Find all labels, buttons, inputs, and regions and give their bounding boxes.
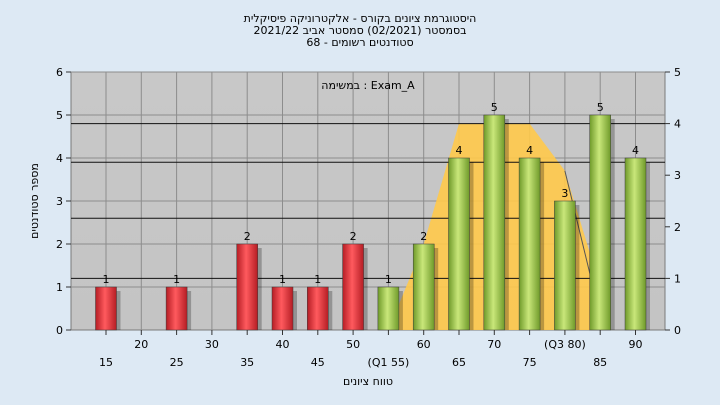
- y-tick-label: 2: [56, 238, 63, 251]
- x-tick-label: 65: [452, 356, 466, 369]
- x-tick-label: 25: [170, 356, 184, 369]
- bar-value-label: 5: [491, 101, 498, 114]
- bar: [95, 286, 117, 331]
- x-tick-label: 35: [240, 356, 254, 369]
- bar-value-label: 2: [244, 230, 251, 243]
- chart-title: היסטוגרמת ציונים בקורס - אלקטרוניקה פיסי…: [244, 12, 477, 25]
- y2-tick-label: 5: [674, 66, 681, 79]
- x-tick-label: 75: [523, 356, 537, 369]
- y2-tick-label: 4: [674, 118, 681, 131]
- bar-value-label: 4: [526, 144, 533, 157]
- y-tick-label: 4: [56, 152, 63, 165]
- x-tick-label: 70: [487, 338, 501, 351]
- chart-subtitle-students: 68 - סטודנטים רשומים: [306, 36, 413, 49]
- bar: [412, 243, 435, 331]
- y-tick-label: 0: [56, 324, 63, 337]
- bar: [448, 157, 470, 331]
- y2-tick-label: 2: [674, 221, 681, 234]
- bar-value-label: 1: [103, 273, 110, 286]
- chart-subtitle-semester: בסמסטר (02/2021) סמסטר אביב 2021/22: [253, 24, 466, 37]
- x-tick-label: 20: [134, 338, 148, 351]
- bar-value-label: 2: [420, 230, 427, 243]
- x-tick-label: (Q1 55): [368, 356, 410, 369]
- bar-value-label: 3: [561, 187, 568, 200]
- x-tick-label: (Q3 80): [544, 338, 586, 351]
- y2-tick-label: 0: [674, 324, 681, 337]
- bar-value-label: 4: [632, 144, 639, 157]
- bar: [554, 200, 576, 331]
- x-axis-title: טווח ציונים: [343, 375, 393, 388]
- bar-value-label: 4: [456, 144, 463, 157]
- bar-value-label: 1: [279, 273, 286, 286]
- y-axis-title: מספר סטודנטים: [28, 163, 41, 239]
- bars: 1 1 2 1 1 2 1 2 4 5 4 3 5 4: [95, 101, 650, 331]
- bar: [377, 286, 400, 331]
- bar-value-label: 1: [173, 273, 180, 286]
- x-tick-label: 90: [629, 338, 643, 351]
- y-tick-label: 5: [56, 109, 63, 122]
- bar-value-label: 1: [385, 273, 392, 286]
- bar: [236, 243, 258, 331]
- bar: [165, 286, 188, 331]
- y-tick-label: 3: [56, 195, 63, 208]
- bar: [589, 114, 611, 331]
- y-tick-label: 1: [56, 281, 63, 294]
- x-tick-label: 85: [593, 356, 607, 369]
- bar: [342, 243, 364, 331]
- task-annotation: במשימה : Exam_A: [321, 79, 415, 92]
- x-tick-label: 15: [99, 356, 113, 369]
- x-tick-label: 40: [276, 338, 290, 351]
- bar: [483, 114, 506, 331]
- bar-value-label: 1: [314, 273, 321, 286]
- x-tick-label: 60: [417, 338, 431, 351]
- band-edge-line: [564, 170, 594, 288]
- bar-value-label: 2: [350, 230, 357, 243]
- bar-value-label: 5: [597, 101, 604, 114]
- x-tick-label: 30: [205, 338, 219, 351]
- y2-tick-label: 1: [674, 272, 681, 285]
- bar: [307, 286, 329, 331]
- bar: [624, 157, 647, 331]
- bar: [518, 157, 541, 331]
- x-tick-label: 45: [311, 356, 325, 369]
- y2-tick-label: 3: [674, 169, 681, 182]
- y-tick-label: 6: [56, 66, 63, 79]
- x-tick-label: 50: [346, 338, 360, 351]
- bar: [271, 286, 294, 331]
